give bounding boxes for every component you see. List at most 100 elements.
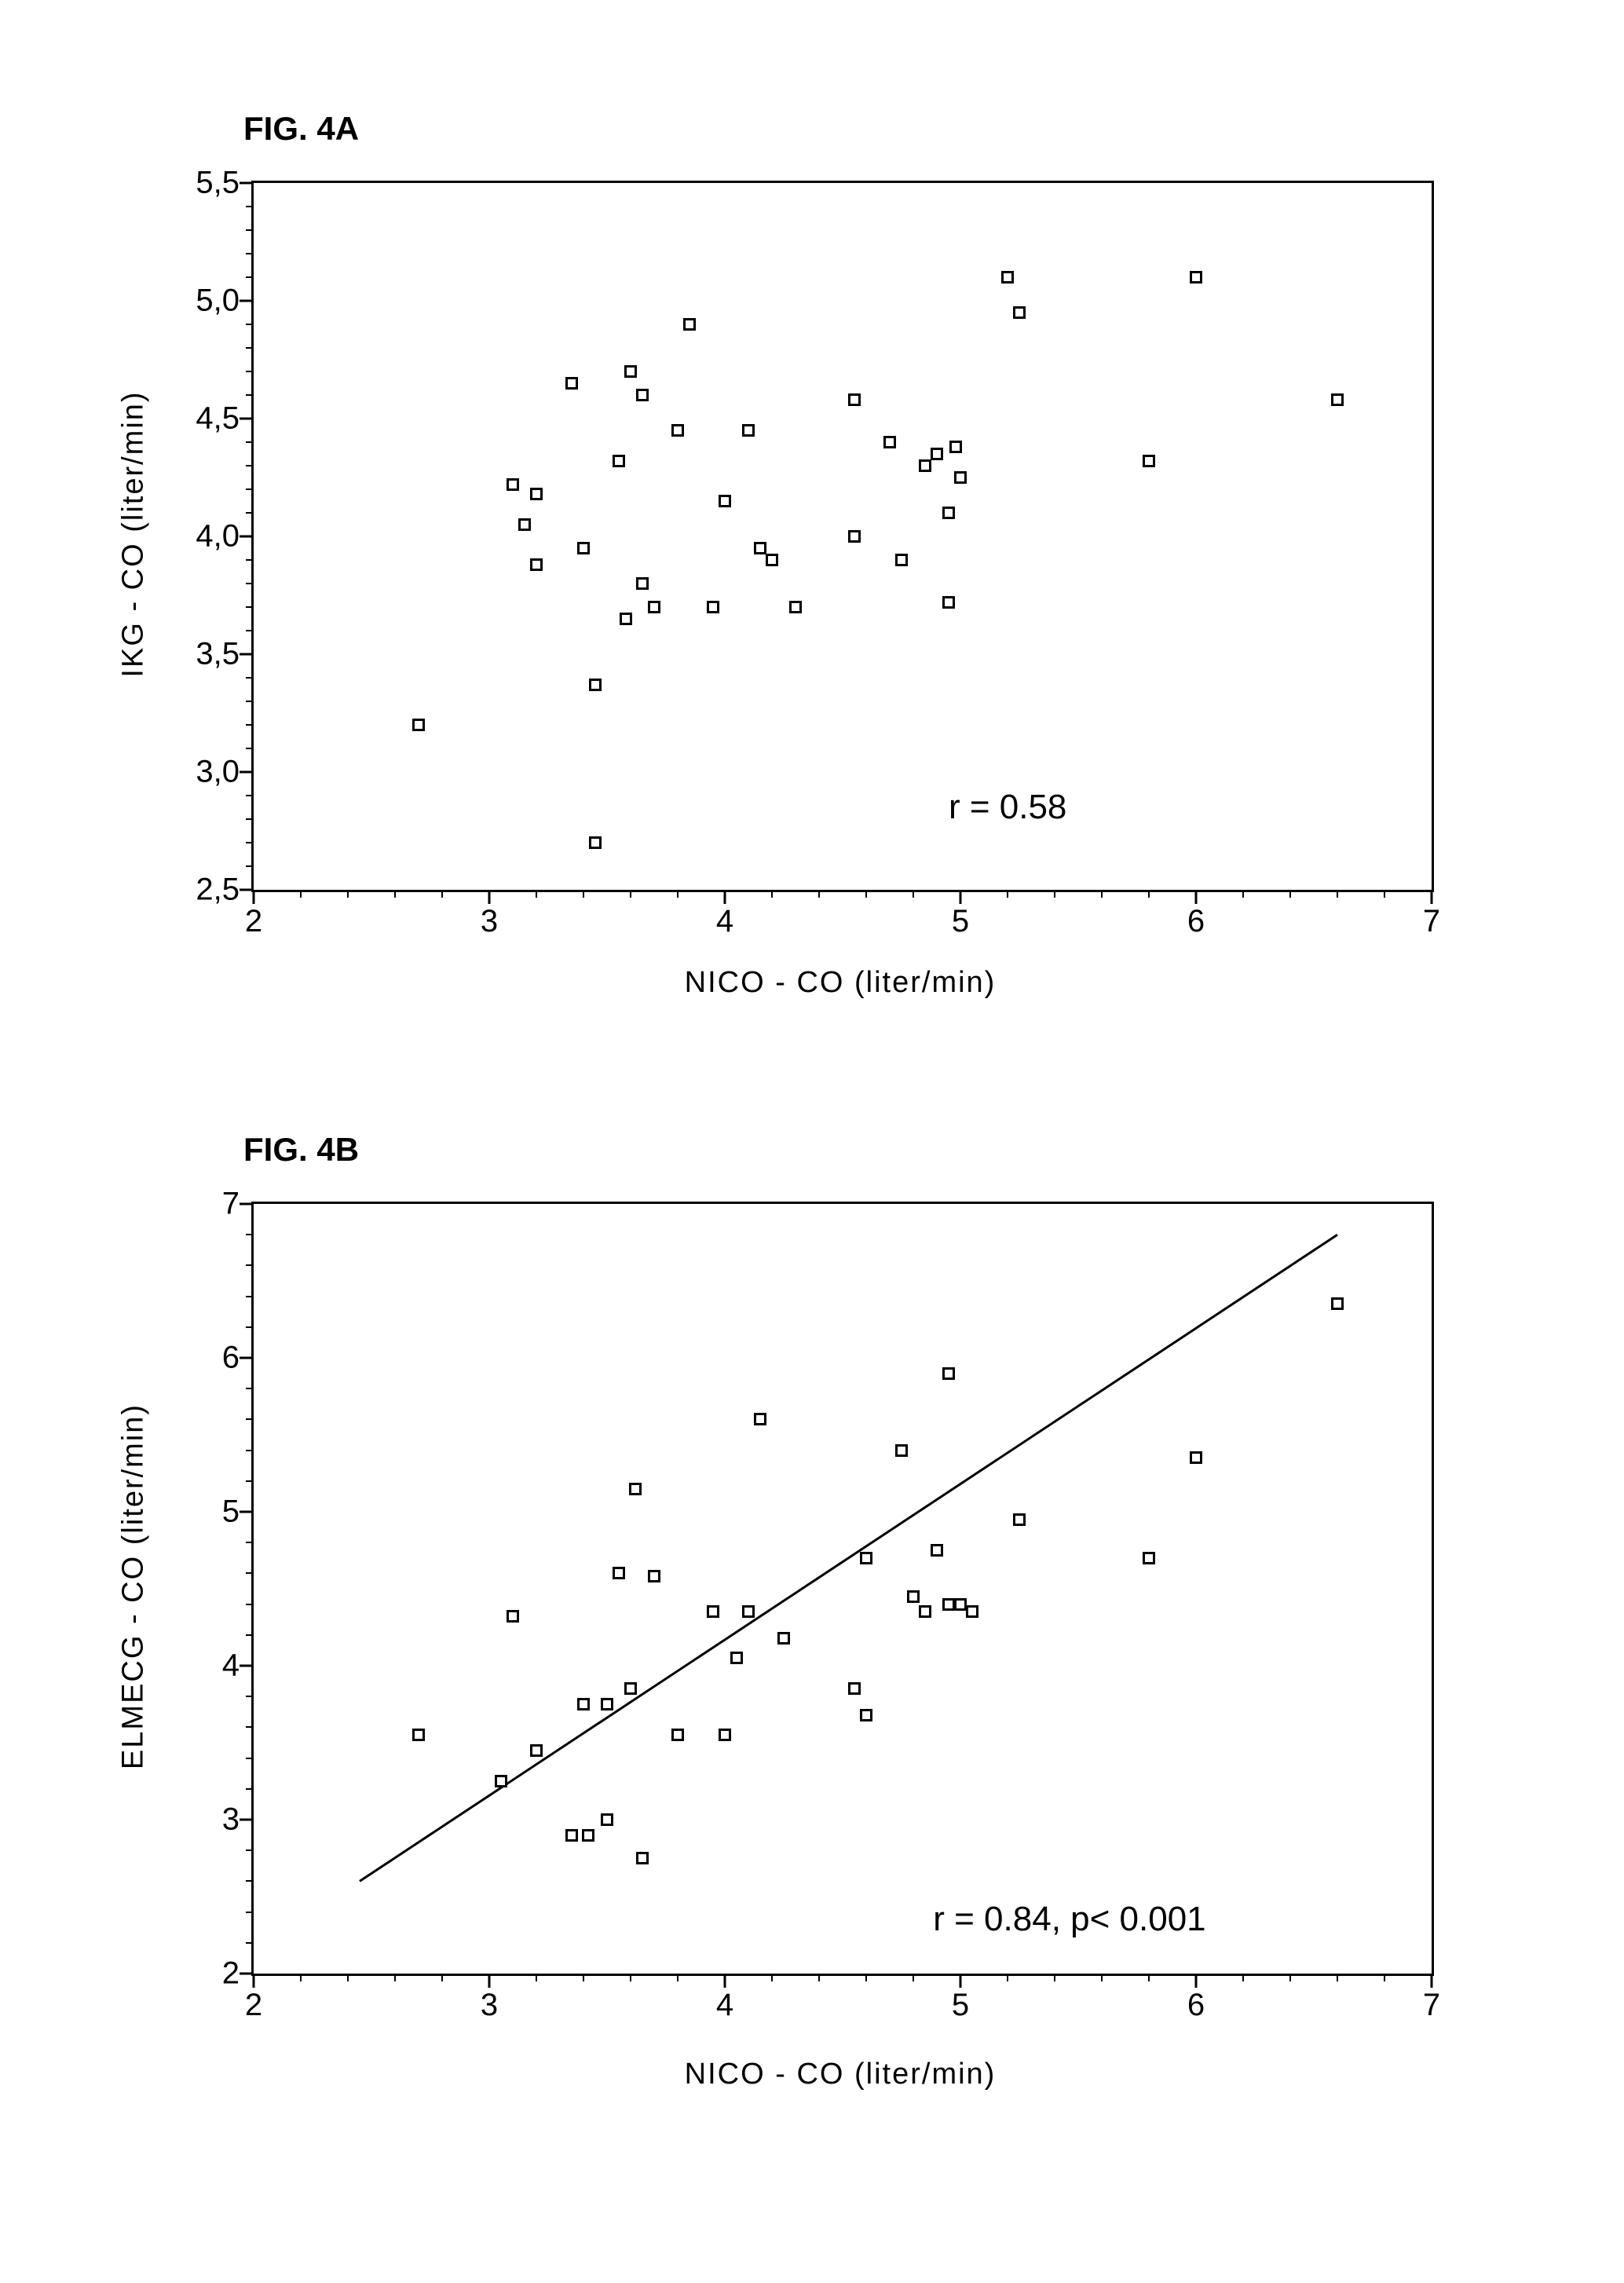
chart-b-ytick-minor: [246, 1388, 254, 1389]
chart-a-data-point: [648, 601, 660, 613]
chart-a-data-point: [671, 424, 684, 437]
chart-b-xtick-minor: [1337, 1974, 1338, 1981]
chart-b-xtick-minor: [865, 1974, 867, 1981]
chart-a-data-point: [949, 441, 962, 453]
chart-a-ytick-minor: [246, 441, 254, 443]
chart-a-xtick-label: 6: [1187, 890, 1205, 939]
chart-b-xtick-label: 7: [1423, 1974, 1440, 2023]
chart-a-ytick-minor: [246, 512, 254, 514]
chart-a-data-point: [565, 377, 578, 390]
chart-b-data-point: [1013, 1513, 1026, 1526]
chart-b-data-point: [848, 1682, 861, 1695]
chart-b-xtick-minor: [300, 1974, 302, 1981]
chart-a-xtick-minor: [1054, 890, 1055, 898]
chart-b-ytick-minor: [246, 1788, 254, 1790]
chart-b-xtick-minor: [1289, 1974, 1291, 1981]
chart-a-plot-area: 2,53,03,54,04,55,05,5234567r = 0.58: [251, 181, 1434, 892]
chart-b-data-point: [919, 1605, 931, 1618]
chart-a-xtick-minor: [818, 890, 820, 898]
figure-b-title: FIG. 4B: [243, 1131, 359, 1169]
chart-a-data-point: [719, 495, 731, 507]
chart-a-xtick-minor: [347, 890, 349, 898]
chart-b-ytick-minor: [246, 1849, 254, 1851]
chart-b-ytick-minor: [246, 1418, 254, 1420]
chart-a-ytick-minor: [246, 701, 254, 702]
chart-a-ytick-minor: [246, 818, 254, 820]
chart-b-data-point: [707, 1605, 719, 1618]
chart-b-data-point: [577, 1698, 590, 1710]
chart-a-ytick-minor: [246, 677, 254, 679]
chart-a-data-point: [683, 318, 696, 331]
chart-a-data-point: [1001, 271, 1014, 284]
page: FIG. 4A 2,53,03,54,04,55,05,5234567r = 0…: [0, 0, 1624, 2283]
chart-b-xtick-minor: [583, 1974, 584, 1981]
chart-a-data-point: [942, 596, 955, 609]
chart-b-ytick-label: 4: [222, 1648, 254, 1684]
chart-b-xlabel: NICO - CO (liter/min): [685, 2058, 997, 2091]
chart-b-xtick-label: 6: [1187, 1974, 1205, 2023]
chart-b-ytick-minor: [246, 1480, 254, 1482]
chart-b-xtick-minor: [1384, 1974, 1385, 1981]
chart-b-xtick-label: 4: [716, 1974, 733, 2023]
chart-a-data-point: [620, 613, 632, 625]
chart-a-data-point: [848, 393, 861, 406]
chart-a-data-point: [848, 530, 861, 543]
chart-a-ytick-minor: [246, 724, 254, 726]
chart-a-ytick-label: 3,5: [196, 637, 254, 672]
chart-a-data-point: [636, 389, 649, 401]
chart-a-xtick-label: 5: [952, 890, 969, 939]
chart-a-data-point: [1331, 393, 1344, 406]
chart-b-ytick-minor: [246, 1758, 254, 1759]
chart-b-data-point: [624, 1682, 637, 1695]
chart-b-regression-line: [254, 1204, 1432, 1974]
chart-a-data-point: [742, 424, 755, 437]
chart-b-xtick-minor: [536, 1974, 537, 1981]
chart-b-data-point: [1190, 1451, 1202, 1464]
chart-a-ytick-minor: [246, 583, 254, 584]
chart-a-xtick-minor: [300, 890, 302, 898]
chart-b-data-point: [860, 1552, 872, 1564]
chart-a-ytick-minor: [246, 606, 254, 608]
chart-a-ytick-label: 4,5: [196, 401, 254, 437]
chart-a-data-point: [636, 577, 649, 590]
chart-a-xtick-minor: [583, 890, 584, 898]
chart-b-data-point: [601, 1698, 613, 1710]
chart-a-data-point: [1143, 455, 1155, 467]
chart-a-xtick-minor: [630, 890, 631, 898]
chart-a-ytick-label: 5,0: [196, 284, 254, 319]
chart-a-xtick-label: 4: [716, 890, 733, 939]
chart-a-ytick-minor: [246, 630, 254, 631]
chart-b-ytick-minor: [246, 1696, 254, 1697]
chart-b-ytick-label: 5: [222, 1495, 254, 1530]
chart-b-ytick-minor: [246, 1326, 254, 1328]
chart-b-data-point: [966, 1605, 978, 1618]
chart-a-ytick-minor: [246, 206, 254, 207]
chart-b-data-point: [942, 1598, 955, 1611]
chart-b-data-point: [671, 1729, 684, 1741]
chart-b-ylabel: ELMECG - CO (liter/min): [117, 1403, 151, 1769]
chart-b-data-point: [742, 1605, 755, 1618]
chart-b-xtick-minor: [818, 1974, 820, 1981]
chart-b-xtick-minor: [1148, 1974, 1150, 1981]
chart-a-ytick-minor: [246, 229, 254, 231]
chart-a-ylabel: IKG - CO (liter/min): [117, 390, 151, 677]
chart-a-data-point: [931, 448, 943, 460]
chart-a-ytick-label: 5,5: [196, 166, 254, 201]
chart-b-data-point: [636, 1852, 649, 1864]
chart-a-data-point: [942, 507, 955, 519]
chart-b-xtick-minor: [913, 1974, 914, 1981]
chart-a-xtick-minor: [1007, 890, 1008, 898]
chart-a-ytick-minor: [246, 795, 254, 796]
chart-b-ytick-minor: [246, 1880, 254, 1882]
chart-a-ytick-minor: [246, 324, 254, 325]
chart-b-ytick-label: 7: [222, 1187, 254, 1222]
chart-b-xtick-minor: [771, 1974, 773, 1981]
chart-a-xtick-minor: [394, 890, 396, 898]
chart-b-xtick-label: 5: [952, 1974, 969, 2023]
chart-b-ytick-label: 6: [222, 1341, 254, 1376]
chart-b-xtick-minor: [677, 1974, 678, 1981]
chart-a-xtick-minor: [865, 890, 867, 898]
chart-a-data-point: [1190, 271, 1202, 284]
chart-a-xtick-minor: [913, 890, 914, 898]
chart-b-xtick-minor: [1101, 1974, 1103, 1981]
